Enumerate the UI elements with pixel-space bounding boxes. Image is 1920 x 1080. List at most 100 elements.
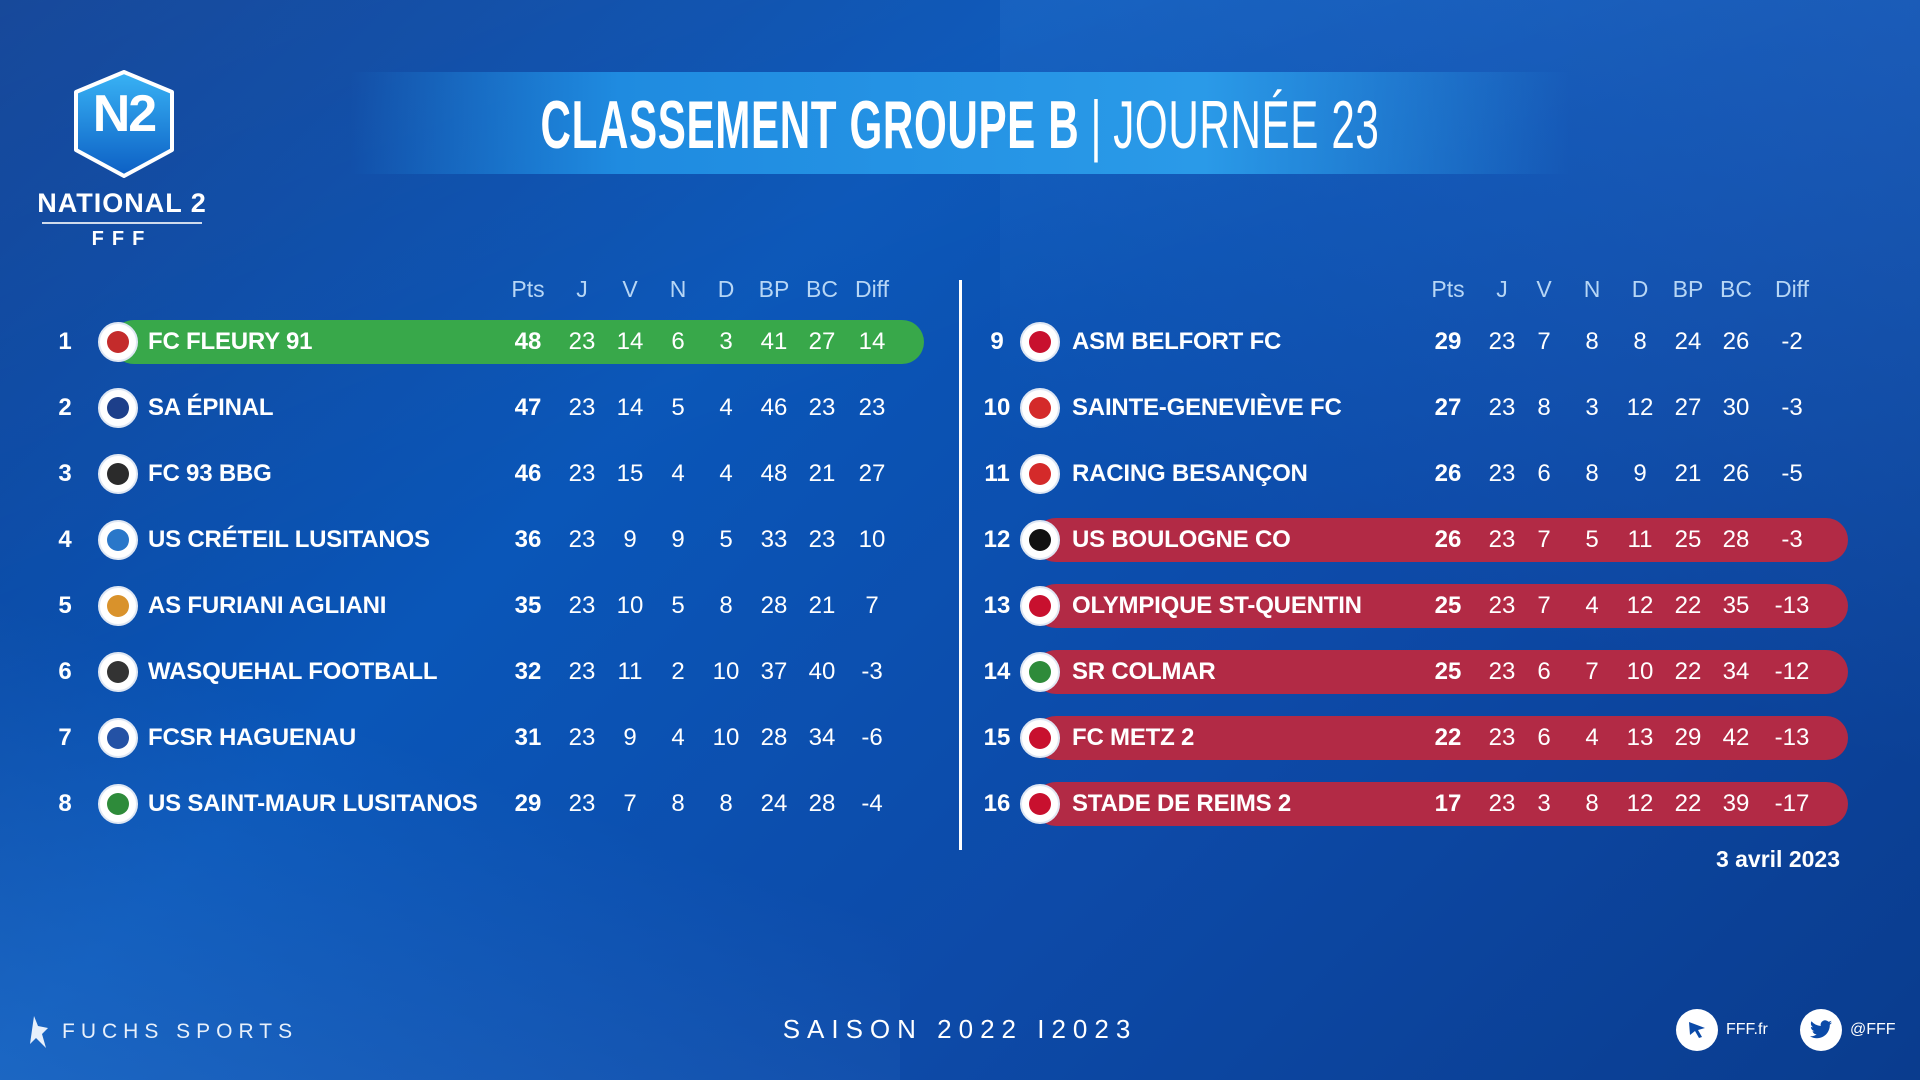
right-header-col-diff: Diff <box>1774 276 1810 302</box>
table-row[interactable]: 8 US SAINT-MAUR LUSITANOS 29 23 7 8 8 24 28 -4 <box>0 782 1920 826</box>
twitter-link[interactable]: @FFF <box>1800 1008 1896 1052</box>
stat-pts: 35 <box>514 592 542 619</box>
stat-diff: -3 <box>861 658 883 685</box>
table-row[interactable]: 5 AS FURIANI AGLIANI 35 23 10 5 8 28 21 7 <box>0 584 1920 628</box>
table-row[interactable]: 2 SA ÉPINAL 47 23 14 5 4 46 23 23 <box>0 386 1920 430</box>
crest-emblem <box>1029 529 1051 551</box>
crest-emblem <box>107 793 129 815</box>
stat-bp: 24 <box>760 790 788 817</box>
crest-emblem <box>107 463 129 485</box>
rank-number: 11 <box>984 460 1010 487</box>
crest-emblem <box>107 397 129 419</box>
table-row[interactable]: 11 RACING BESANÇON 26 23 6 8 9 21 26 -5 <box>0 452 1920 496</box>
stat-bp: 22 <box>1674 592 1702 619</box>
stat-bp: 28 <box>760 592 788 619</box>
rank-number: 8 <box>58 790 72 817</box>
table-row[interactable]: 3 FC 93 BBG 46 23 15 4 4 48 21 27 <box>0 452 1920 496</box>
stat-diff: 14 <box>858 328 886 355</box>
table-row[interactable]: 6 WASQUEHAL FOOTBALL 32 23 11 2 10 37 40 -3 <box>0 650 1920 694</box>
stat-bc: 28 <box>808 790 836 817</box>
stat-bc: 42 <box>1722 724 1750 751</box>
national2-logo: N2 NATIONAL 2 FFF <box>24 68 220 258</box>
stat-bc: 23 <box>808 394 836 421</box>
stat-j: 23 <box>1488 460 1516 487</box>
crest-emblem <box>107 331 129 353</box>
stat-bp: 27 <box>1674 394 1702 421</box>
rank-number: 13 <box>983 592 1011 619</box>
title-separator: | <box>1090 87 1103 163</box>
stat-j: 23 <box>568 328 596 355</box>
stat-bp: 41 <box>760 328 788 355</box>
stat-d: 3 <box>719 328 733 355</box>
table-row[interactable]: 4 US CRÉTEIL LUSITANOS 36 23 9 9 5 33 23 10 <box>0 518 1920 562</box>
stat-d: 4 <box>719 394 733 421</box>
left-header-col-j: J <box>576 276 588 302</box>
club-crest-icon <box>1020 388 1060 428</box>
stat-bc: 23 <box>808 526 836 553</box>
stat-pts: 22 <box>1434 724 1462 751</box>
sponsor-name: FUCHS SPORTS <box>62 1020 299 1043</box>
team-name: US BOULOGNE CO <box>1072 526 1291 553</box>
title-group: CLASSEMENT GROUPE B <box>540 87 1080 163</box>
stat-v: 6 <box>1537 658 1551 685</box>
table-row[interactable]: 14 SR COLMAR 25 23 6 7 10 22 34 -12 <box>0 650 1920 694</box>
team-name: AS FURIANI AGLIANI <box>148 592 387 619</box>
cursor-icon <box>1676 1009 1718 1051</box>
season-label: SAISON 2022 I2023 <box>782 1014 1138 1044</box>
table-row[interactable]: 12 US BOULOGNE CO 26 23 7 5 11 25 28 -3 <box>0 518 1920 562</box>
club-crest-icon <box>1020 718 1060 758</box>
competition-name: NATIONAL 2 <box>37 188 207 218</box>
rank-number: 3 <box>58 460 72 487</box>
promotion-highlight <box>112 320 924 364</box>
table-row[interactable]: 15 FC METZ 2 22 23 6 4 13 29 42 -13 <box>0 716 1920 760</box>
stat-bp: 22 <box>1674 658 1702 685</box>
right-header-col-j: J <box>1496 276 1508 302</box>
stat-d: 11 <box>1627 526 1653 553</box>
club-crest-icon <box>1020 586 1060 626</box>
stat-v: 3 <box>1537 790 1551 817</box>
team-name: SAINTE-GENEVIÈVE FC <box>1072 394 1342 421</box>
right-header-col-pts: Pts <box>1431 276 1465 302</box>
team-name: SR COLMAR <box>1072 658 1216 685</box>
stat-bc: 34 <box>1722 658 1750 685</box>
table-row[interactable]: 7 FCSR HAGUENAU 31 23 9 4 10 28 34 -6 <box>0 716 1920 760</box>
logo-divider <box>42 222 202 224</box>
table-row[interactable]: 16 STADE DE REIMS 2 17 23 3 8 12 22 39 -17 <box>0 782 1920 826</box>
stat-bp: 24 <box>1674 328 1702 355</box>
stat-j: 23 <box>568 592 596 619</box>
stat-pts: 47 <box>514 394 542 421</box>
team-name: FCSR HAGUENAU <box>148 724 357 751</box>
rank-number: 7 <box>58 724 72 751</box>
stat-n: 3 <box>1585 394 1599 421</box>
club-crest-icon <box>98 454 138 494</box>
stat-v: 9 <box>623 724 637 751</box>
crest-emblem <box>107 661 129 683</box>
stat-bc: 35 <box>1722 592 1750 619</box>
stat-diff: 10 <box>858 526 886 553</box>
club-crest-icon <box>1020 322 1060 362</box>
table-row[interactable]: 1 FC FLEURY 91 48 23 14 6 3 41 27 14 <box>0 320 1920 364</box>
table-row[interactable]: 9 ASM BELFORT FC 29 23 7 8 8 24 26 -2 <box>0 320 1920 364</box>
stat-diff: -3 <box>1781 526 1803 553</box>
stat-diff: -4 <box>861 790 883 817</box>
stat-d: 8 <box>719 790 733 817</box>
stat-n: 8 <box>1585 460 1599 487</box>
table-row[interactable]: 13 OLYMPIQUE ST-QUENTIN 25 23 7 4 12 22 35 -13 <box>0 584 1920 628</box>
rank-number: 6 <box>58 658 72 685</box>
team-name: SA ÉPINAL <box>148 394 274 421</box>
website-link[interactable]: FFF.fr <box>1676 1008 1768 1052</box>
right-header-col-bc: BC <box>1720 276 1752 302</box>
stat-j: 23 <box>568 724 596 751</box>
crest-emblem <box>107 529 129 551</box>
team-name: STADE DE REIMS 2 <box>1072 790 1292 817</box>
stat-n: 8 <box>1585 790 1599 817</box>
stat-bp: 25 <box>1674 526 1702 553</box>
stat-pts: 48 <box>514 328 542 355</box>
table-row[interactable]: 10 SAINTE-GENEVIÈVE FC 27 23 8 3 12 27 30 -3 <box>0 386 1920 430</box>
stat-v: 7 <box>1537 526 1551 553</box>
stat-bc: 26 <box>1722 328 1750 355</box>
rank-number: 16 <box>983 790 1011 817</box>
stat-pts: 46 <box>514 460 542 487</box>
team-name: RACING BESANÇON <box>1072 460 1308 487</box>
stat-diff: -13 <box>1774 724 1810 751</box>
